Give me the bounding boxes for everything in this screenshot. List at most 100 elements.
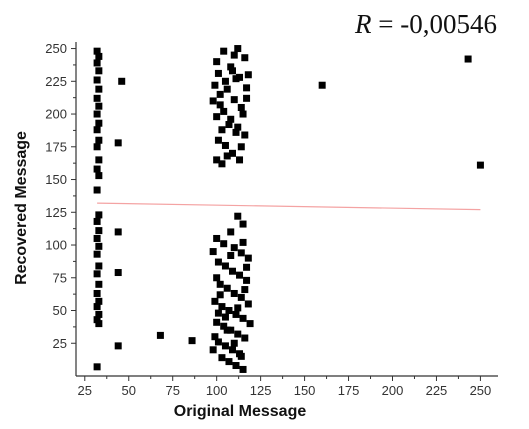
- data-point: [95, 297, 103, 305]
- data-point: [239, 110, 247, 118]
- data-point: [236, 156, 244, 164]
- y-tick-label: 125: [45, 205, 67, 220]
- data-point: [118, 77, 126, 85]
- data-point: [213, 318, 221, 326]
- data-point: [237, 249, 245, 257]
- data-point: [239, 365, 247, 373]
- data-point: [211, 333, 219, 341]
- data-point: [236, 73, 244, 81]
- data-point: [216, 280, 224, 288]
- data-point: [243, 94, 251, 102]
- x-tick-label: 150: [294, 383, 316, 398]
- data-point: [216, 101, 224, 109]
- data-point: [234, 212, 242, 220]
- data-point: [244, 300, 252, 308]
- y-tick-label: 75: [53, 270, 67, 285]
- data-point: [214, 309, 222, 317]
- data-point: [213, 58, 221, 66]
- data-point: [228, 267, 236, 275]
- x-axis-title: Original Message: [174, 403, 307, 420]
- data-point: [232, 362, 240, 370]
- correlation-symbol: R: [354, 9, 372, 39]
- data-point: [244, 254, 252, 262]
- data-point: [93, 289, 101, 297]
- data-point: [95, 280, 103, 288]
- data-point: [218, 303, 226, 311]
- data-point: [227, 326, 235, 334]
- correlation-annotation: R = -0,00546: [354, 9, 497, 39]
- data-point: [93, 217, 101, 225]
- data-point: [93, 363, 101, 371]
- data-point: [227, 228, 235, 236]
- x-tick-label: 250: [470, 383, 492, 398]
- x-tick-label: 75: [165, 383, 179, 398]
- data-point: [114, 139, 122, 147]
- data-point: [114, 342, 122, 350]
- data-point: [234, 330, 242, 338]
- data-point: [223, 284, 231, 292]
- data-point: [218, 126, 226, 134]
- data-point: [95, 119, 103, 127]
- data-point: [220, 107, 228, 115]
- data-point: [93, 76, 101, 84]
- data-point: [220, 322, 228, 330]
- data-point: [214, 258, 222, 266]
- data-point: [227, 251, 235, 259]
- data-point: [225, 307, 233, 315]
- data-point: [239, 238, 247, 246]
- data-point: [230, 244, 238, 252]
- data-point: [213, 274, 221, 282]
- data-point: [95, 242, 103, 250]
- data-point: [223, 85, 231, 93]
- data-point: [243, 84, 251, 92]
- x-tick-label: 25: [78, 383, 92, 398]
- data-point: [230, 289, 238, 297]
- y-tick-label: 175: [45, 139, 67, 154]
- data-point: [228, 346, 236, 354]
- data-point: [214, 136, 222, 144]
- x-tick-label: 200: [382, 383, 404, 398]
- x-tick-label: 175: [338, 383, 360, 398]
- y-tick-label: 150: [45, 172, 67, 187]
- data-point: [237, 293, 245, 301]
- correlation-value: = -0,00546: [372, 9, 497, 39]
- data-point: [237, 103, 245, 111]
- data-point: [241, 54, 249, 62]
- data-point: [230, 339, 238, 347]
- data-point: [93, 143, 101, 151]
- data-point: [95, 211, 103, 219]
- regression-line: [97, 202, 481, 211]
- data-point: [318, 81, 326, 89]
- data-point: [230, 51, 238, 59]
- data-point: [95, 52, 103, 60]
- data-point: [230, 96, 238, 104]
- data-point: [211, 81, 219, 89]
- data-point: [214, 69, 222, 77]
- data-point: [209, 248, 217, 256]
- data-point: [209, 97, 217, 105]
- y-axis-title: Recovered Message: [13, 131, 30, 285]
- data-point: [221, 141, 229, 149]
- data-point: [95, 136, 103, 144]
- data-point: [218, 160, 226, 168]
- data-point: [223, 326, 231, 334]
- data-point: [93, 250, 101, 258]
- data-point: [232, 75, 240, 83]
- data-point: [241, 131, 249, 139]
- data-point: [236, 271, 244, 279]
- data-point: [243, 263, 251, 271]
- data-point: [234, 304, 242, 312]
- data-point: [213, 156, 221, 164]
- points-layer: [93, 45, 484, 373]
- data-point: [223, 152, 231, 160]
- data-point: [95, 102, 103, 110]
- data-point: [218, 354, 226, 362]
- data-point: [93, 186, 101, 194]
- data-point: [93, 165, 101, 173]
- data-point: [234, 123, 242, 131]
- data-point: [214, 338, 222, 346]
- data-point: [221, 77, 229, 85]
- data-point: [93, 110, 101, 118]
- data-point: [221, 262, 229, 270]
